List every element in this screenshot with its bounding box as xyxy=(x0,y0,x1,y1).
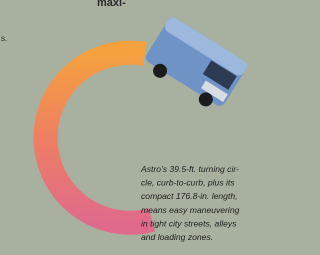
caption-line: Astro's 39.5-ft. turning cir- xyxy=(140,164,239,174)
page: maxi- s. Astro's 39.5-ft. turning cir-cl… xyxy=(0,0,248,255)
caption-line: means easy maneuvering xyxy=(141,205,240,215)
side-fragment: s. xyxy=(1,34,7,43)
caption-line: and loading zones. xyxy=(141,232,213,242)
caption-line: in tight city streets, alleys xyxy=(141,218,237,228)
page-canvas: maxi- s. Astro's 39.5-ft. turning cir-cl… xyxy=(0,0,248,255)
header-fragment: maxi- xyxy=(97,0,126,9)
caption-line: cle, curb-to-curb, plus its xyxy=(141,178,235,188)
caption-line: compact 176.8-in. length, xyxy=(141,191,238,201)
